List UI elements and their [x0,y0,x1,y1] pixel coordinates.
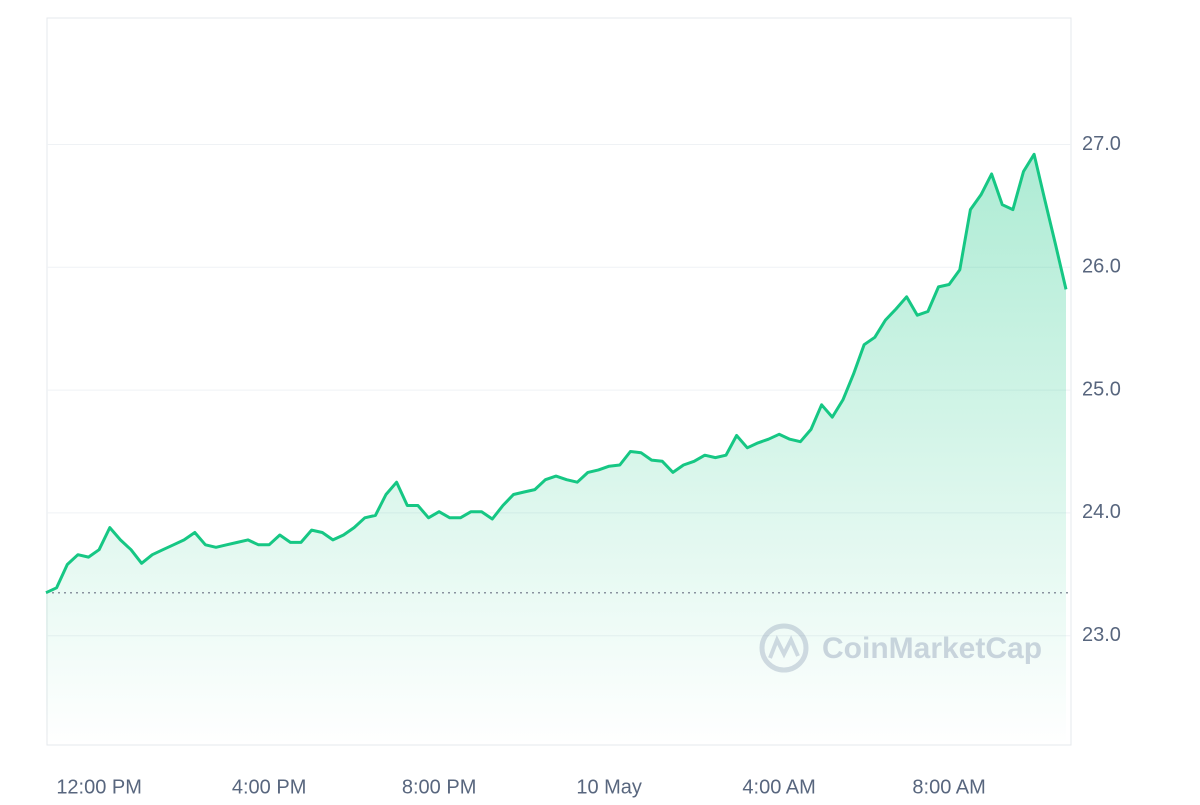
price-line [45,152,1068,595]
watermark: CoinMarketCap [822,632,1042,665]
price-area [46,154,1066,746]
x-tick-label: 4:00 AM [742,776,815,798]
x-tick-label: 8:00 AM [912,776,985,798]
marks [45,152,1068,746]
x-tick-label: 4:00 PM [232,776,306,798]
x-tick-label: 12:00 PM [56,776,142,798]
watermark-logo [759,623,809,673]
x-tick-label: 8:00 PM [402,776,476,798]
x-tick-label: 10 May [576,776,642,798]
y-tick-label: 25.0 [1082,378,1121,400]
y-tick-label: 24.0 [1082,501,1121,523]
y-tick-label: 23.0 [1082,624,1121,646]
y-tick-label: 26.0 [1082,256,1121,278]
y-tick-label: 27.0 [1082,133,1121,155]
